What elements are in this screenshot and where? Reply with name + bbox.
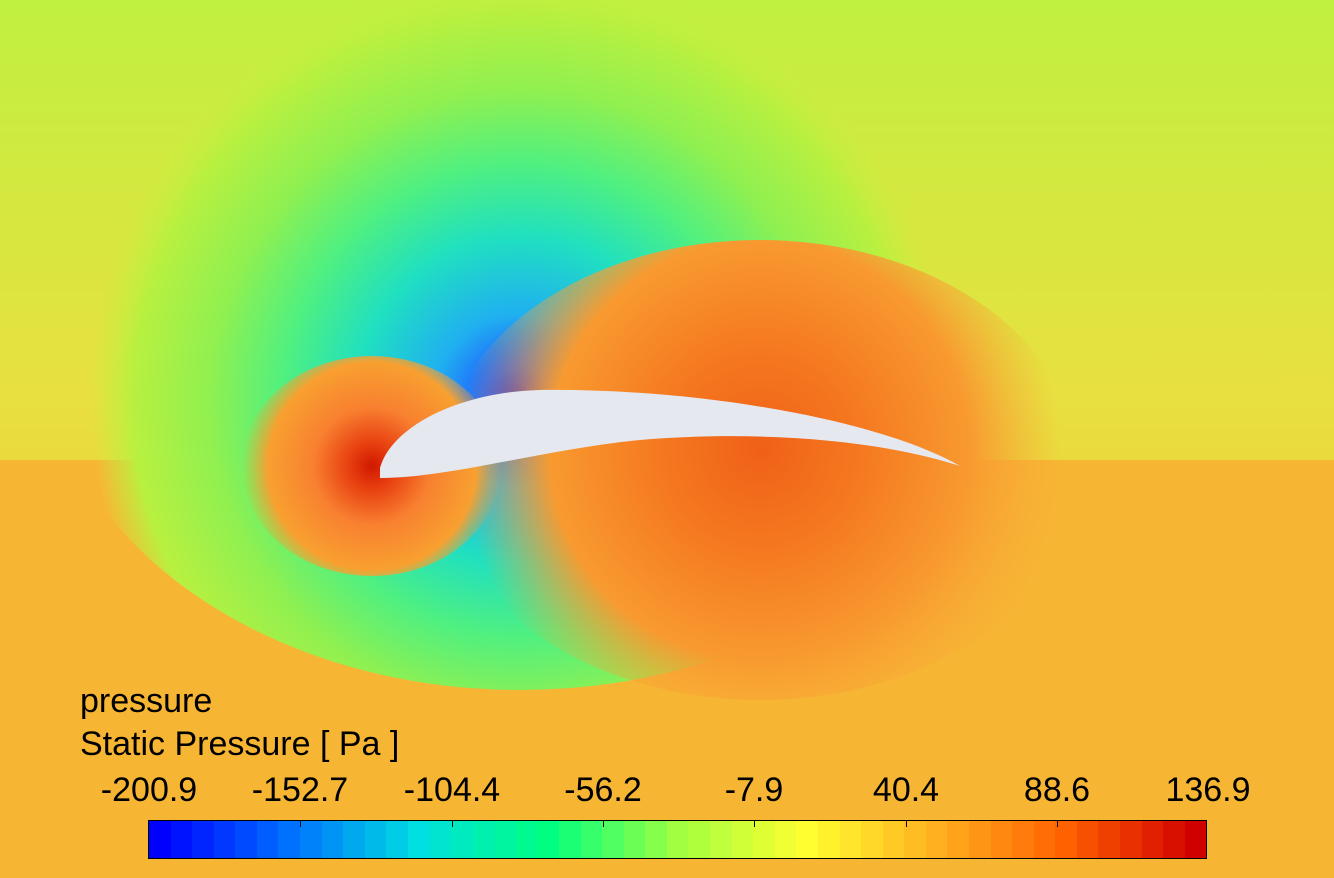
colorbar-tick-label: -7.9 bbox=[724, 771, 784, 809]
colorbar-tick bbox=[1057, 820, 1058, 827]
colorbar-band bbox=[451, 821, 473, 858]
colorbar-band bbox=[645, 821, 667, 858]
colorbar-band bbox=[515, 821, 538, 858]
colorbar-band bbox=[472, 821, 495, 858]
colorbar-tick bbox=[452, 820, 453, 827]
colorbar-band bbox=[947, 821, 969, 858]
colorbar-band bbox=[666, 821, 689, 858]
colorbar-band bbox=[256, 821, 279, 858]
colorbar-band bbox=[1184, 821, 1207, 858]
colorbar-tick-label: -200.9 bbox=[100, 771, 198, 809]
colorbar-band bbox=[1163, 821, 1185, 858]
airfoil bbox=[380, 389, 960, 478]
colorbar-band bbox=[149, 821, 171, 858]
colorbar-band bbox=[1120, 821, 1142, 858]
colorbar-band bbox=[343, 821, 365, 858]
colorbar-band bbox=[882, 821, 905, 858]
colorbar-band bbox=[407, 821, 430, 858]
colorbar-band bbox=[839, 821, 862, 858]
colorbar-band bbox=[731, 821, 754, 858]
colorbar-band bbox=[968, 821, 991, 858]
legend-variable-name: pressure bbox=[80, 682, 213, 720]
colorbar-band bbox=[753, 821, 775, 858]
colorbar-tick-label: 88.6 bbox=[1023, 771, 1091, 809]
legend-title: Static Pressure [ Pa ] bbox=[80, 725, 400, 763]
colorbar-band bbox=[1141, 821, 1164, 858]
colorbar-band bbox=[429, 821, 452, 858]
pressure-side-region bbox=[440, 240, 1080, 700]
colorbar-tick bbox=[603, 820, 604, 827]
colorbar-tick bbox=[754, 820, 755, 827]
colorbar-band bbox=[192, 821, 214, 858]
colorbar-band bbox=[904, 821, 926, 858]
colorbar-band bbox=[861, 821, 883, 858]
colorbar-band bbox=[321, 821, 344, 858]
colorbar-band bbox=[1033, 821, 1056, 858]
colorbar-band bbox=[537, 821, 559, 858]
colorbar-tick bbox=[300, 820, 301, 827]
colorbar-tick-label: 40.4 bbox=[872, 771, 940, 809]
colorbar-band bbox=[494, 821, 516, 858]
colorbar-tick-label: 136.9 bbox=[1165, 771, 1251, 809]
colorbar-band bbox=[602, 821, 624, 858]
colorbar-band bbox=[1055, 821, 1077, 858]
colorbar-band bbox=[796, 821, 818, 858]
colorbar-band bbox=[623, 821, 646, 858]
colorbar-tick bbox=[906, 820, 907, 827]
colorbar-band bbox=[990, 821, 1013, 858]
colorbar-tick-label: -56.2 bbox=[564, 771, 642, 809]
colorbar-band bbox=[580, 821, 603, 858]
colorbar-band bbox=[710, 821, 732, 858]
colorbar-band bbox=[278, 821, 301, 858]
colorbar bbox=[148, 820, 1207, 859]
colorbar-tick-label: -152.7 bbox=[251, 771, 349, 809]
colorbar-band bbox=[235, 821, 257, 858]
colorbar-band bbox=[386, 821, 408, 858]
colorbar-band bbox=[170, 821, 193, 858]
colorbar-band bbox=[1076, 821, 1099, 858]
colorbar-band bbox=[1098, 821, 1121, 858]
stagnation-region bbox=[242, 356, 502, 576]
colorbar-band bbox=[300, 821, 322, 858]
colorbar-band bbox=[364, 821, 387, 858]
colorbar-band bbox=[558, 821, 581, 858]
colorbar-band bbox=[925, 821, 948, 858]
colorbar-band bbox=[817, 821, 840, 858]
colorbar-tick-label: -104.4 bbox=[403, 771, 501, 809]
colorbar-band bbox=[688, 821, 711, 858]
colorbar-band bbox=[774, 821, 797, 858]
colorbar-band bbox=[1012, 821, 1034, 858]
colorbar-band bbox=[213, 821, 236, 858]
